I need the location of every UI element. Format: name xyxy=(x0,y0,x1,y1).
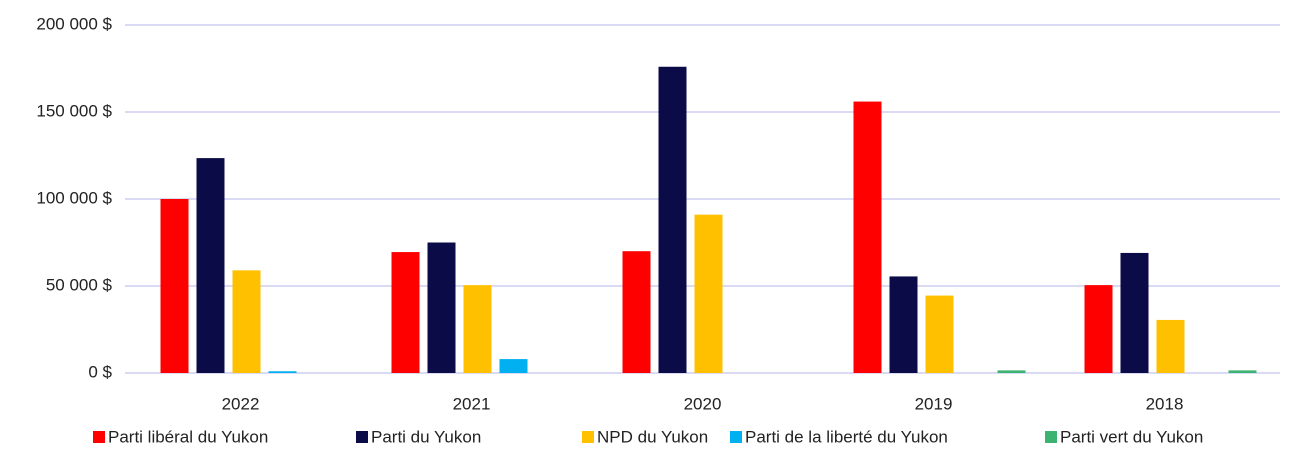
y-tick-label: 150 000 $ xyxy=(36,101,112,120)
bar xyxy=(160,199,189,373)
bar xyxy=(997,370,1026,373)
bar xyxy=(499,359,528,373)
legend-swatch xyxy=(93,431,105,443)
legend-label: Parti libéral du Yukon xyxy=(108,427,268,446)
x-tick-label: 2022 xyxy=(222,394,260,413)
bar xyxy=(427,242,456,373)
bar xyxy=(853,101,882,373)
legend-label: Parti vert du Yukon xyxy=(1060,427,1203,446)
bar xyxy=(1228,370,1257,373)
y-tick-label: 200 000 $ xyxy=(36,14,112,33)
x-tick-label: 2021 xyxy=(453,394,491,413)
bar xyxy=(196,158,225,373)
legend-swatch xyxy=(730,431,742,443)
bar xyxy=(1120,252,1149,373)
bar xyxy=(232,270,261,373)
legend-swatch xyxy=(356,431,368,443)
bar xyxy=(391,252,420,373)
bar xyxy=(463,285,492,373)
bar xyxy=(694,214,723,373)
x-tick-label: 2018 xyxy=(1146,394,1184,413)
legend-swatch xyxy=(1045,431,1057,443)
bar xyxy=(268,371,297,373)
y-tick-label: 100 000 $ xyxy=(36,188,112,207)
legend-swatch xyxy=(582,431,594,443)
bar xyxy=(622,251,651,373)
bar xyxy=(889,276,918,373)
legend-label: Parti du Yukon xyxy=(371,427,481,446)
legend-label: Parti de la liberté du Yukon xyxy=(745,427,948,446)
y-tick-label: 0 $ xyxy=(88,362,112,381)
x-tick-label: 2019 xyxy=(915,394,953,413)
bar xyxy=(1156,319,1185,373)
x-tick-label: 2020 xyxy=(684,394,722,413)
bar xyxy=(658,66,687,373)
bar xyxy=(1084,285,1113,373)
legend-label: NPD du Yukon xyxy=(597,427,708,446)
bar xyxy=(925,295,954,373)
y-tick-label: 50 000 $ xyxy=(46,275,113,294)
